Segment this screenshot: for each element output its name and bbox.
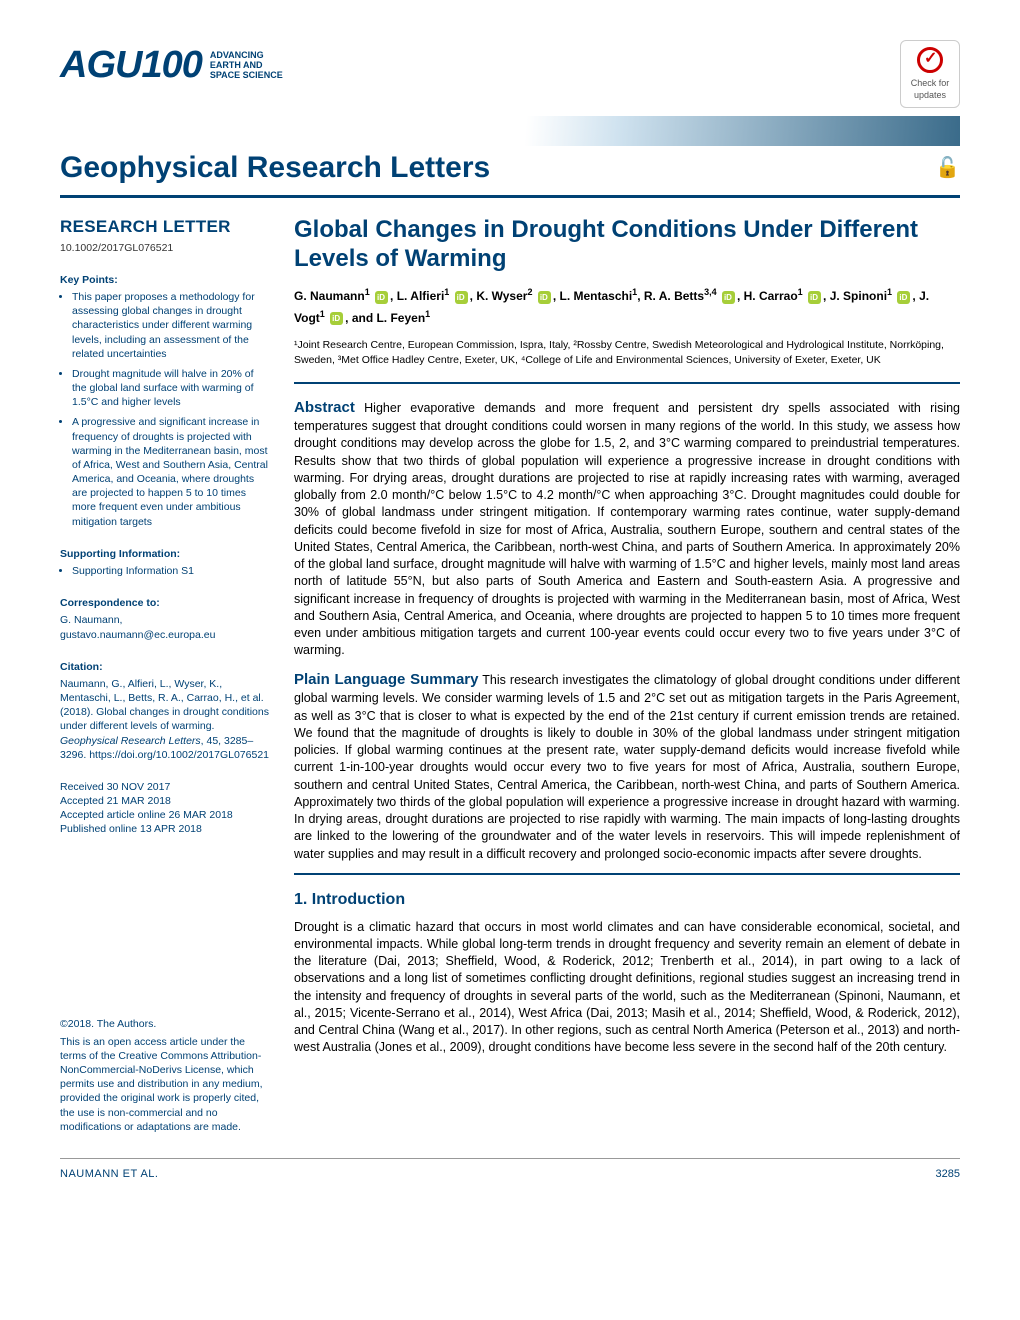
date-published: Published online 13 APR 2018 xyxy=(60,822,270,836)
supporting-info-block: Supporting Information: Supporting Infor… xyxy=(60,547,270,578)
correspondence-heading: Correspondence to: xyxy=(60,596,270,610)
key-point-item: A progressive and significant increase i… xyxy=(72,415,270,528)
header-banner-graphic xyxy=(340,116,960,146)
doi[interactable]: 10.1002/2017GL076521 xyxy=(60,241,270,255)
divider xyxy=(294,873,960,875)
tagline: ADVANCING EARTH AND SPACE SCIENCE xyxy=(210,51,283,81)
citation-heading: Citation: xyxy=(60,660,270,674)
footer-page-number: 3285 xyxy=(936,1167,960,1182)
orcid-icon[interactable] xyxy=(808,291,821,304)
article-type-label: RESEARCH LETTER xyxy=(60,216,270,239)
abstract: Abstract Higher evaporative demands and … xyxy=(294,398,960,660)
citation-text: Naumann, G., Alfieri, L., Wyser, K., Men… xyxy=(60,677,270,762)
orcid-icon[interactable] xyxy=(897,291,910,304)
date-received: Received 30 NOV 2017 xyxy=(60,780,270,794)
date-accepted-online: Accepted article online 26 MAR 2018 xyxy=(60,808,270,822)
plain-language-summary: Plain Language Summary This research inv… xyxy=(294,670,960,863)
key-points-block: Key Points: This paper proposes a method… xyxy=(60,273,270,529)
publisher-logo: AGU100 ADVANCING EARTH AND SPACE SCIENCE xyxy=(60,40,283,91)
supporting-info-item[interactable]: Supporting Information S1 xyxy=(72,564,270,578)
correspondence-block: Correspondence to: G. Naumann, gustavo.n… xyxy=(60,596,270,642)
orcid-icon[interactable] xyxy=(722,291,735,304)
key-point-item: This paper proposes a methodology for as… xyxy=(72,290,270,361)
orcid-icon[interactable] xyxy=(455,291,468,304)
correspondence-email[interactable]: gustavo.naumann@ec.europa.eu xyxy=(60,628,270,642)
open-access-lock-icon: 🔓 xyxy=(935,155,960,182)
section-heading-introduction: 1. Introduction xyxy=(294,889,960,911)
supporting-info-heading: Supporting Information: xyxy=(60,547,270,561)
publication-dates: Received 30 NOV 2017 Accepted 21 MAR 201… xyxy=(60,780,270,837)
orcid-icon[interactable] xyxy=(330,312,343,325)
key-point-item: Drought magnitude will halve in 20% of t… xyxy=(72,367,270,410)
journal-title: Geophysical Research Letters xyxy=(60,148,490,189)
abstract-label: Abstract xyxy=(294,399,355,416)
correspondence-name: G. Naumann, xyxy=(60,613,270,627)
check-updates-icon xyxy=(917,47,943,73)
introduction-paragraph: Drought is a climatic hazard that occurs… xyxy=(294,919,960,1057)
orcid-icon[interactable] xyxy=(375,291,388,304)
check-for-updates-badge[interactable]: Check for updates xyxy=(900,40,960,108)
orcid-icon[interactable] xyxy=(538,291,551,304)
license-text: This is an open access article under the… xyxy=(60,1035,270,1134)
page-footer: NAUMANN ET AL. 3285 xyxy=(60,1158,960,1182)
citation-block: Citation: Naumann, G., Alfieri, L., Wyse… xyxy=(60,660,270,762)
footer-author: NAUMANN ET AL. xyxy=(60,1167,159,1182)
divider xyxy=(294,382,960,384)
author-list: G. Naumann1 , L. Alfieri1 , K. Wyser2 , … xyxy=(294,285,960,328)
date-accepted: Accepted 21 MAR 2018 xyxy=(60,794,270,808)
article-title: Global Changes in Drought Conditions Und… xyxy=(294,216,960,274)
agu-logo-text: AGU100 xyxy=(60,40,202,91)
key-points-heading: Key Points: xyxy=(60,273,270,287)
copyright-line: ©2018. The Authors. xyxy=(60,1017,270,1031)
copyright-block: ©2018. The Authors. This is an open acce… xyxy=(60,1017,270,1134)
affiliations: ¹Joint Research Centre, European Commiss… xyxy=(294,338,960,367)
pls-label: Plain Language Summary xyxy=(294,671,478,688)
